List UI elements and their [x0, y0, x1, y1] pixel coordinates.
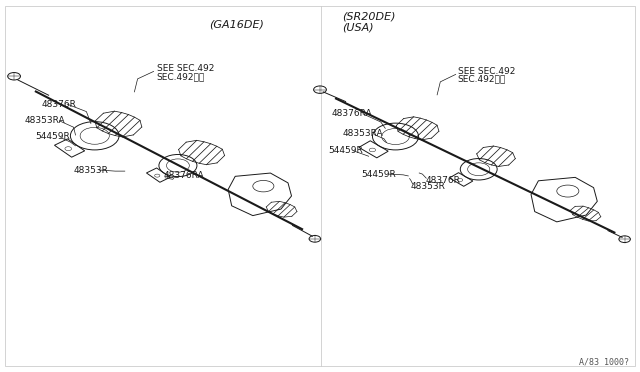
- Text: SEC.492参照: SEC.492参照: [458, 75, 506, 84]
- Text: 48376R: 48376R: [426, 176, 460, 185]
- Text: (USA): (USA): [342, 22, 374, 32]
- Text: 48376R: 48376R: [42, 100, 76, 109]
- Text: A/83 1000?: A/83 1000?: [579, 357, 629, 366]
- Text: 48353RA: 48353RA: [24, 116, 65, 125]
- Text: SEE SEC.492: SEE SEC.492: [157, 64, 214, 73]
- Text: 54459R: 54459R: [35, 132, 70, 141]
- Text: (SR20DE): (SR20DE): [342, 12, 396, 22]
- Text: 48376RA: 48376RA: [163, 171, 204, 180]
- Text: (GA16DE): (GA16DE): [209, 19, 264, 29]
- Text: SEC.492参照: SEC.492参照: [157, 73, 205, 81]
- Text: 48353R: 48353R: [411, 182, 445, 191]
- Text: 48353R: 48353R: [74, 166, 108, 174]
- Text: SEE SEC.492: SEE SEC.492: [458, 67, 515, 76]
- Text: 54459R: 54459R: [362, 170, 396, 179]
- Text: 54459R: 54459R: [328, 146, 363, 155]
- Text: 48353RA: 48353RA: [342, 129, 383, 138]
- Text: 48376RA: 48376RA: [332, 109, 372, 118]
